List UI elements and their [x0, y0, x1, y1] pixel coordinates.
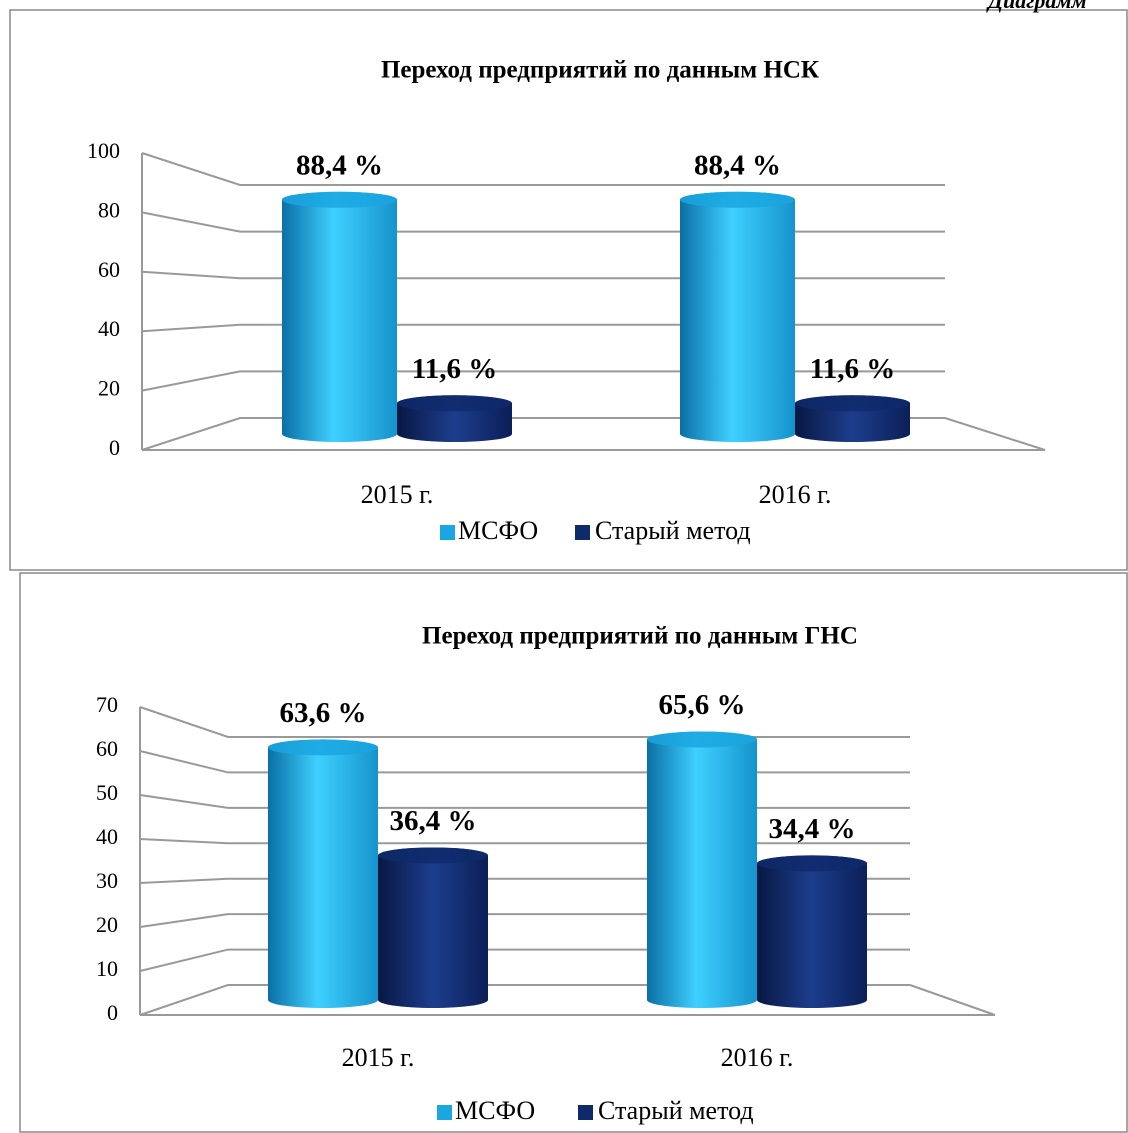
y-tick-label: 20	[96, 912, 118, 937]
chart-frame	[19, 572, 1128, 1133]
grid-line	[139, 794, 910, 809]
bar-top	[378, 847, 488, 864]
value-label: 11,6 %	[412, 353, 497, 385]
y-tick-label: 80	[98, 197, 120, 222]
chart-frame	[9, 9, 1128, 571]
bar-top	[680, 191, 795, 208]
y-tick-label: 70	[96, 692, 118, 717]
bar-top	[795, 395, 910, 412]
value-label: 11,6 %	[810, 353, 895, 385]
page-caption: Диаграмм	[986, 0, 1087, 13]
y-tick-label: 0	[107, 1000, 118, 1025]
grid-line	[139, 750, 910, 774]
y-tick-label: 20	[98, 376, 120, 401]
grid-line	[141, 152, 945, 186]
x-tick-label: 2015 г.	[342, 1043, 415, 1072]
grid-line	[139, 706, 910, 738]
bar-top	[282, 191, 397, 208]
bar	[680, 191, 795, 442]
y-tick-label: 30	[96, 868, 118, 893]
x-tick-label: 2016 г.	[721, 1043, 794, 1072]
bar	[378, 847, 488, 1008]
bar-top	[757, 855, 867, 872]
floor	[140, 984, 996, 1016]
y-tick-label: 60	[96, 736, 118, 761]
y-tick-label: 100	[87, 138, 120, 163]
y-tick-label: 40	[98, 316, 120, 341]
legend-marker	[437, 1105, 452, 1120]
value-label: 36,4 %	[390, 805, 477, 837]
x-tick-label: 2015 г.	[361, 480, 434, 509]
y-tick-label: 50	[96, 780, 118, 805]
bar-top	[397, 395, 512, 412]
grid-line	[141, 323, 945, 333]
value-label: 63,6 %	[280, 697, 367, 729]
bar-top	[647, 731, 757, 748]
grid-line	[141, 270, 945, 280]
bar-top	[268, 739, 378, 756]
bar	[757, 855, 867, 1008]
legend-label: МСФО	[455, 1096, 535, 1125]
chart-title: Переход предприятий по данным НСК	[381, 57, 819, 84]
y-tick-label: 0	[109, 435, 120, 460]
value-label: 88,4 %	[694, 149, 781, 181]
legend-label: Старый метод	[595, 516, 751, 545]
legend-marker	[440, 525, 455, 540]
value-label: 65,6 %	[659, 689, 746, 721]
legend-marker	[578, 1105, 593, 1120]
y-tick-label: 40	[96, 824, 118, 849]
chart-title: Переход предприятий по данным ГНС	[422, 623, 858, 650]
x-tick-label: 2016 г.	[759, 480, 832, 509]
bar	[282, 191, 397, 442]
legend-label: Старый метод	[598, 1096, 754, 1125]
value-label: 34,4 %	[769, 813, 856, 845]
y-tick-label: 10	[96, 956, 118, 981]
floor	[142, 417, 1046, 451]
bar	[647, 731, 757, 1008]
legend-marker	[575, 525, 590, 540]
value-label: 88,4 %	[296, 149, 383, 181]
bar	[268, 739, 378, 1008]
grid-line	[141, 211, 945, 233]
y-tick-label: 60	[98, 257, 120, 282]
legend-label: МСФО	[458, 516, 538, 545]
